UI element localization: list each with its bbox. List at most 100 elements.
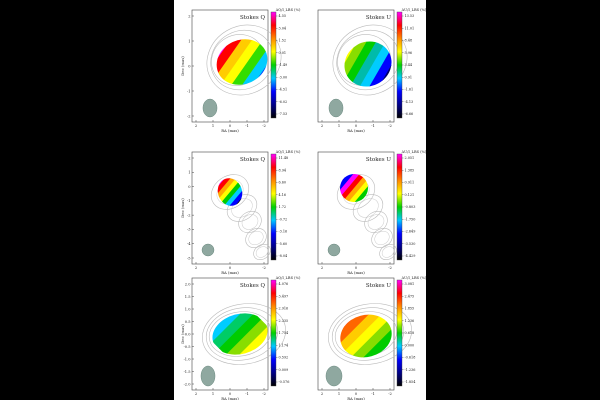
y-tick-label: 0 <box>188 185 191 189</box>
colorbar-tick-label: 2.916 <box>279 307 289 311</box>
colorbar-tick-label: -1.750 <box>405 217 416 221</box>
beam-ellipse <box>200 365 216 387</box>
colorbar-tick-label: -4.429 <box>405 254 416 258</box>
y-tick-label: -2 <box>187 114 191 118</box>
colorbar-tick-label: 3.44 <box>405 63 413 67</box>
colorbar-tick-label: -5.60 <box>279 242 288 246</box>
stokes-label: Stokes Q <box>240 15 265 21</box>
x-axis-label: RA (mas) <box>221 396 239 400</box>
y-tick-label: 0.0 <box>185 332 191 336</box>
colorbar-tick-label: 1.855 <box>405 307 415 311</box>
x-tick-label: 2 <box>195 124 197 128</box>
y-axis-label: Dec (mas) <box>180 56 185 76</box>
x-axis-label: RA (mas) <box>347 396 365 400</box>
beam-ellipse <box>202 98 218 118</box>
beam-ellipse <box>325 365 343 387</box>
intensity-contours <box>206 24 282 96</box>
colorbar-tick-label: 0.91 <box>405 75 413 79</box>
panel-stokes-u-row2: Stokes U 2 0 -2 RA (mas) ΔU/I_LBS (%) 2.051 1.3… <box>310 146 428 275</box>
panel-plot: Stokes U 2 1 0 -1 -2 RA (mas) ΔU/I_LBS (%) 3.081… <box>317 276 427 400</box>
x-tick-label: -2 <box>388 124 392 128</box>
colorbar-tick-label: 4.076 <box>279 282 289 286</box>
colorbar-title: ΔU/I_LBS (%) <box>402 150 427 154</box>
y-tick-label: -1 <box>187 89 191 93</box>
colorbar-tick-label: 13.53 <box>405 14 415 18</box>
x-tick-label: -2 <box>262 266 266 270</box>
x-tick-label: -1 <box>245 392 249 396</box>
y-tick-label: 2 <box>188 156 190 160</box>
colorbar-tick-label: 0.592 <box>279 356 289 360</box>
x-tick-label: 1 <box>338 392 340 396</box>
x-tick-label: 2 <box>195 266 197 270</box>
colorbar-tick-label: 0.911 <box>405 181 415 185</box>
beam-ellipse <box>327 243 341 257</box>
colorbar-tick-label: 0.618 <box>405 331 415 335</box>
y-tick-label: 0.5 <box>185 320 191 324</box>
colorbar-tick-label: -6.66 <box>405 112 414 116</box>
figure-sheet: Stokes Q 2 1 0 -1 -2 RA (mas) 2 1 0 -1 -2 Dec (mas) Δ… <box>174 0 428 400</box>
x-tick-label: 1 <box>212 124 214 128</box>
y-axis-label: Dec (mas) <box>180 198 185 218</box>
stokes-label: Stokes U <box>366 15 391 21</box>
y-tick-label: 2 <box>188 14 190 18</box>
colorbar-tick-label: 1.236 <box>405 319 415 323</box>
y-tick-label: -1.0 <box>184 357 192 361</box>
panel-stokes-q-row2: Stokes Q 2 0 -2 RA (mas) 2 1 0 -1 -2 -3 -4 -5 Dec (ma… <box>180 146 302 275</box>
colorbar-tick-label: 0.009 <box>279 368 289 372</box>
x-tick-label: -1 <box>371 124 375 128</box>
colorbar-tick-label: -6.02 <box>279 100 288 104</box>
colorbar-tick-label: -3.530 <box>405 242 416 246</box>
x-tick-label: -2 <box>388 266 392 270</box>
x-tick-label: 0 <box>355 266 358 270</box>
colorbar-tick-label: -3.00 <box>279 75 288 79</box>
colorbar-tick-label: 3.497 <box>279 294 289 298</box>
y-tick-label: 2.0 <box>185 282 191 286</box>
y-tick-label: -2.0 <box>184 382 192 386</box>
colorbar-tick-label: 4.55 <box>279 14 287 18</box>
colorbar-tick-label: 8.48 <box>405 39 413 43</box>
colorbar-tick-label: 0.121 <box>405 193 415 197</box>
x-tick-label: 0 <box>229 124 232 128</box>
panel-stokes-q-row1: Stokes Q 2 1 0 -1 -2 RA (mas) 2 1 0 -1 -2 Dec (mas) Δ… <box>180 4 302 133</box>
x-tick-label: -2 <box>388 392 392 396</box>
colorbar-tick-label: 1.52 <box>279 39 287 43</box>
y-tick-label: -1 <box>187 199 191 203</box>
panel-stokes-u-row1: Stokes U 2 1 0 -1 -2 RA (mas) ΔU/I_LBS (%) 13.53… <box>310 4 428 133</box>
x-tick-label: 0 <box>355 392 358 396</box>
y-axis-label: Dec (mas) <box>180 324 185 344</box>
x-tick-label: -1 <box>245 124 249 128</box>
colorbar-tick-label: 1.174 <box>279 343 289 347</box>
colorbar-tick-label: 6.60 <box>279 181 287 185</box>
colorbar-tick-label: 3.081 <box>405 282 415 286</box>
y-tick-label: -2 <box>187 213 191 217</box>
colorbar-tick-label: 2.335 <box>279 319 289 323</box>
beam-ellipse <box>328 98 344 118</box>
colorbar-tick-label: -3.16 <box>279 230 288 234</box>
colorbar-tick-label: 2.475 <box>405 294 415 298</box>
y-tick-label: 1 <box>188 39 190 43</box>
colorbar-tick-label: 3.04 <box>279 26 287 30</box>
colorbar-tick-label: 0.01 <box>279 51 287 55</box>
colorbar <box>270 11 277 119</box>
colorbar-tick-label: -1.61 <box>405 88 414 92</box>
panel-plot: Stokes U 2 0 -2 RA (mas) ΔU/I_LBS (%) 2.051 1.3… <box>317 150 427 275</box>
colorbar-tick-label: -7.53 <box>279 112 288 116</box>
x-axis-label: RA (mas) <box>347 128 365 133</box>
y-tick-label: -4 <box>187 242 191 246</box>
panel-plot: Stokes U 2 1 0 -1 -2 RA (mas) ΔU/I_LBS (%) 13.53… <box>317 8 427 133</box>
colorbar-tick-label: 5.96 <box>405 51 413 55</box>
panel-stokes-u-row3: Stokes U 2 1 0 -1 -2 RA (mas) ΔU/I_LBS (%) 3.081… <box>310 272 428 400</box>
y-tick-label: -0.5 <box>184 345 192 349</box>
x-tick-label: 2 <box>321 124 323 128</box>
panel-plot: Stokes Q 2 1 0 -1 -2 RA (mas) 2.0 1.5 1.0 0.5 0.0 -0… <box>180 276 301 400</box>
y-tick-label: -3 <box>187 228 191 232</box>
colorbar-tick-label: 2.051 <box>405 156 415 160</box>
x-tick-label: 2 <box>321 392 323 396</box>
colorbar-tick-label: 11.01 <box>405 26 415 30</box>
colorbar <box>396 11 403 119</box>
stokes-label: Stokes Q <box>240 157 265 163</box>
y-tick-label: 0 <box>188 64 191 68</box>
x-tick-label: -1 <box>371 392 375 396</box>
intensity-contours <box>202 303 286 365</box>
colorbar-tick-label: -2.649 <box>405 230 416 234</box>
